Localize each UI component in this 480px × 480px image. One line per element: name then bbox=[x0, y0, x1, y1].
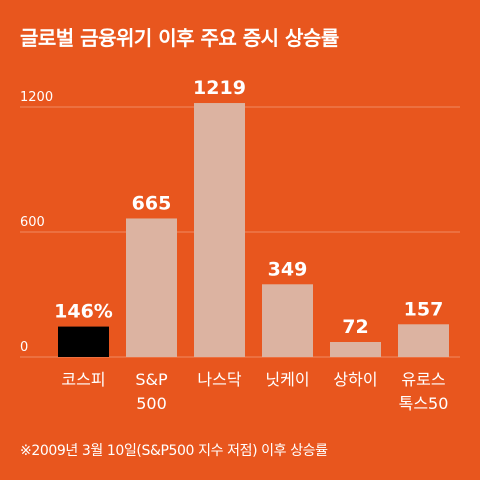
data-label: 349 bbox=[268, 258, 308, 280]
category-label: S&P bbox=[135, 370, 168, 389]
y-tick-label: 0 bbox=[20, 340, 28, 355]
bar bbox=[262, 284, 313, 357]
data-label: 157 bbox=[404, 298, 444, 320]
data-label: 146% bbox=[54, 301, 113, 323]
category-label: 500 bbox=[136, 394, 167, 413]
category-label: 유로스 bbox=[401, 370, 445, 389]
data-label: 72 bbox=[342, 316, 368, 338]
bar bbox=[398, 324, 449, 357]
chart-title: 글로벌 금융위기 이후 주요 증시 상승률 bbox=[20, 26, 339, 50]
bar bbox=[58, 326, 109, 357]
category-label: 톡스50 bbox=[399, 394, 449, 413]
category-label: 닛케이 bbox=[265, 370, 309, 389]
data-label: 665 bbox=[132, 192, 172, 214]
bar bbox=[126, 218, 177, 357]
bar bbox=[330, 342, 381, 357]
footnote: ※2009년 3월 10일(S&P500 지수 저점) 이후 상승률 bbox=[20, 443, 328, 459]
category-label: 코스피 bbox=[61, 370, 105, 389]
bar bbox=[194, 103, 245, 358]
data-label: 1219 bbox=[193, 77, 246, 99]
y-tick-label: 600 bbox=[20, 215, 45, 230]
category-label: 나스닥 bbox=[197, 370, 241, 389]
category-label: 상하이 bbox=[333, 370, 377, 389]
y-tick-label: 1200 bbox=[20, 90, 53, 105]
